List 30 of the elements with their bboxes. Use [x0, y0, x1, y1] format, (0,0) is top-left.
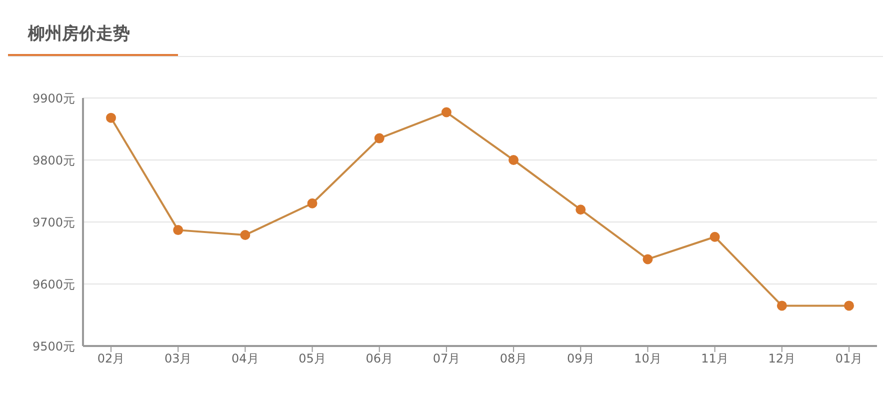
point: [106, 112, 116, 123]
x-tick-label: 02月: [97, 352, 125, 366]
x-tick-label: 07月: [432, 352, 460, 366]
x-tick-label: 12月: [768, 352, 796, 366]
y-tick-label: 9900元: [32, 91, 75, 106]
x-tick-label: 05月: [298, 352, 326, 366]
y-tick-label: 9600元: [32, 277, 75, 292]
point: [173, 225, 184, 236]
point: [776, 300, 787, 311]
x-tick-label: 01月: [835, 352, 863, 366]
point: [374, 133, 384, 144]
y-tick-label: 9800元: [32, 153, 75, 168]
x-tick-label: 03月: [164, 352, 192, 366]
x-tick-label: 09月: [566, 352, 594, 366]
point: [844, 300, 854, 311]
point: [576, 204, 586, 215]
chart-title: 柳州房价走势: [28, 23, 130, 45]
point: [642, 254, 653, 264]
point: [441, 107, 452, 118]
point: [710, 232, 720, 242]
y-tick-label: 9700元: [32, 215, 75, 230]
point: [508, 155, 519, 165]
y-tick-label: 9500元: [32, 339, 75, 354]
x-tick-label: 06月: [366, 352, 394, 366]
point: [240, 230, 250, 240]
x-tick-label: 10月: [634, 352, 662, 366]
x-tick-label: 08月: [500, 352, 528, 366]
x-tick-label: 04月: [232, 352, 259, 366]
x-tick-label: 11月: [701, 352, 728, 366]
point: [307, 198, 318, 208]
